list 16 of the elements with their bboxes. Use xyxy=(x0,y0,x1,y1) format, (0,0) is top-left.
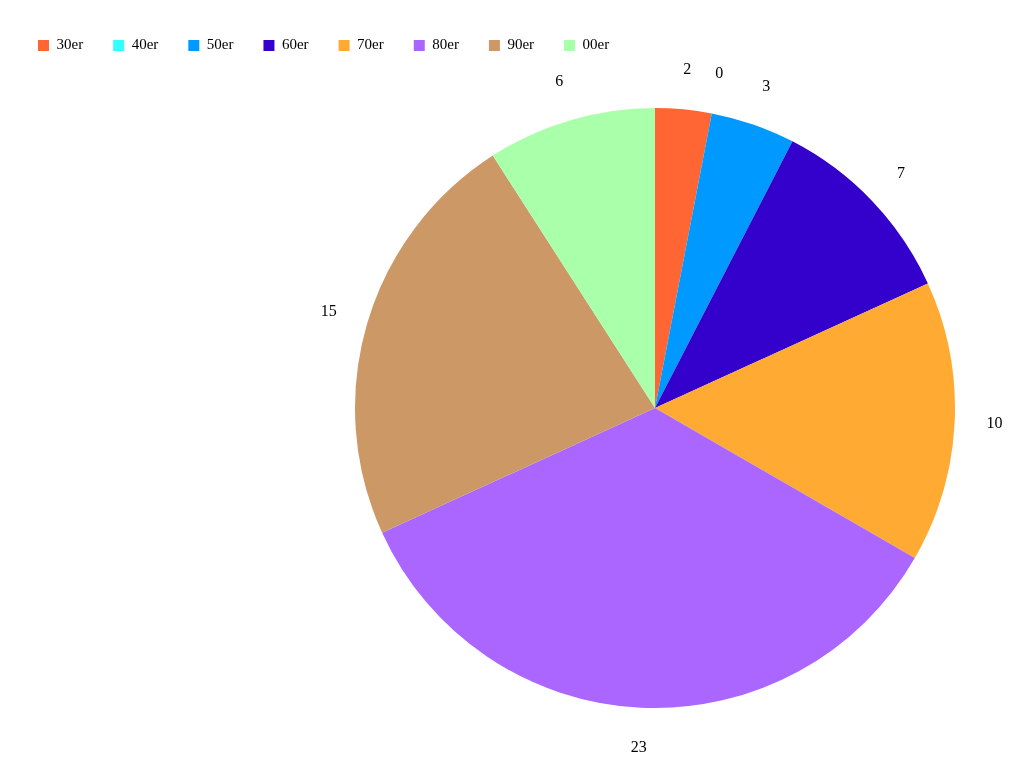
data-label: 10 xyxy=(986,414,1003,432)
legend-label: 70er xyxy=(357,36,384,53)
data-label: 23 xyxy=(630,737,647,755)
text: 0 xyxy=(715,64,724,82)
legend-label: 30er xyxy=(56,36,84,53)
data-label: 2 xyxy=(683,59,692,77)
legend-label: 80er xyxy=(432,36,459,53)
data-label: 7 xyxy=(897,163,906,181)
legend-label: 40er xyxy=(131,36,159,53)
legend-label: 90er xyxy=(507,36,535,53)
legend-label: 50er xyxy=(206,36,234,53)
data-label: 15 xyxy=(320,302,337,320)
data-label: 3 xyxy=(762,76,771,94)
data-label: 6 xyxy=(555,71,564,89)
legend-label: 60er xyxy=(281,36,309,53)
legend-label: 00er xyxy=(582,36,610,53)
